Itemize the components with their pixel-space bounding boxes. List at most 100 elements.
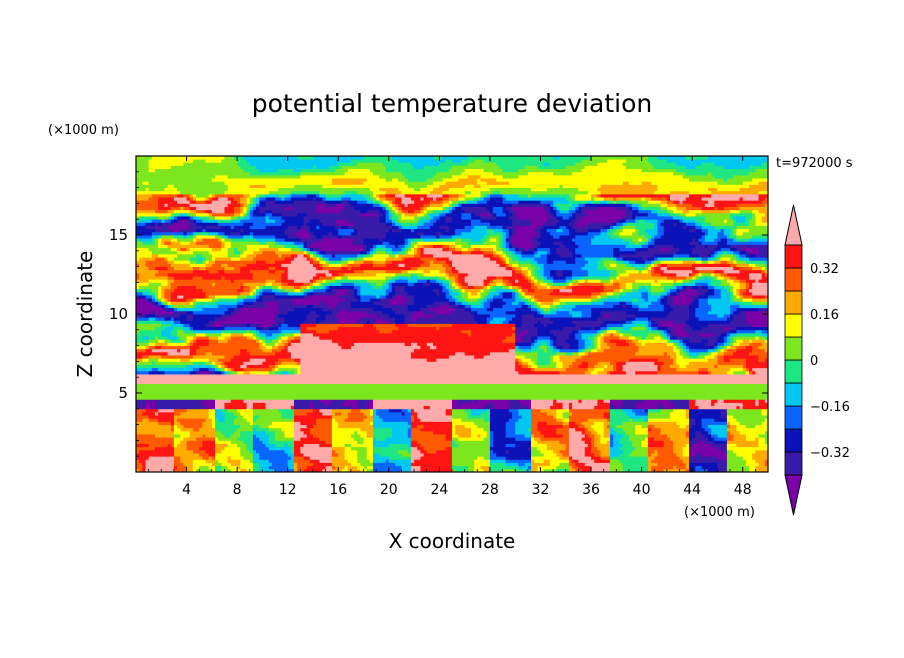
heatmap-cell [417, 431, 421, 435]
heatmap-cell [322, 456, 326, 460]
heatmap-cell [158, 447, 162, 451]
heatmap-cell [313, 434, 317, 438]
heatmap-cell [161, 456, 165, 460]
heatmap-cell [680, 450, 684, 454]
heatmap-cell [303, 463, 307, 467]
heatmap-cell [272, 440, 276, 444]
heatmap-cell [740, 459, 744, 463]
heatmap-cell [174, 437, 178, 441]
heatmap-cell [512, 456, 516, 460]
heatmap-cell [762, 453, 766, 457]
heatmap-cell [743, 459, 747, 463]
heatmap-cell [313, 453, 317, 457]
heatmap-cell [601, 459, 605, 463]
heatmap-cell [578, 459, 582, 463]
heatmap-cell [269, 463, 273, 467]
heatmap-cell [661, 440, 665, 444]
heatmap-cell [338, 447, 342, 451]
heatmap-cell [335, 437, 339, 441]
heatmap-cell [490, 459, 494, 463]
heatmap-cell [354, 440, 358, 444]
heatmap-cell [487, 447, 491, 451]
heatmap-cell [269, 450, 273, 454]
heatmap-cell [234, 456, 238, 460]
heatmap-cell [341, 444, 345, 448]
heatmap-cell [544, 437, 548, 441]
heatmap-cell [708, 434, 712, 438]
heatmap-cell [452, 463, 456, 467]
heatmap-cell [531, 463, 535, 467]
heatmap-cell [158, 450, 162, 454]
heatmap-cell [680, 459, 684, 463]
heatmap-cell [455, 447, 459, 451]
heatmap-cell [275, 463, 279, 467]
heatmap-cell [604, 450, 608, 454]
heatmap-cell [332, 453, 336, 457]
heatmap-cell [417, 459, 421, 463]
heatmap-cell [755, 463, 759, 467]
heatmap-cell [616, 453, 620, 457]
heatmap-cell [297, 456, 301, 460]
heatmap-cell [139, 434, 143, 438]
heatmap-cell [155, 453, 159, 457]
heatmap-cell [386, 431, 390, 435]
heatmap-cell [253, 434, 257, 438]
heatmap-cell [683, 453, 687, 457]
heatmap-cell [607, 453, 611, 457]
heatmap-cell [294, 447, 298, 451]
heatmap-cell [240, 431, 244, 435]
heatmap-cell [651, 434, 655, 438]
heatmap-cell [733, 434, 737, 438]
heatmap-cell [740, 440, 744, 444]
heatmap-cell [281, 466, 285, 470]
heatmap-cell [357, 437, 361, 441]
heatmap-cell [281, 444, 285, 448]
heatmap-cell [379, 444, 383, 448]
heatmap-cell [515, 434, 519, 438]
heatmap-cell [247, 440, 251, 444]
heatmap-cell [313, 431, 317, 435]
heatmap-cell [474, 453, 478, 457]
heatmap-cell [629, 459, 633, 463]
heatmap-cell [190, 450, 194, 454]
heatmap-cell [171, 431, 175, 435]
heatmap-cell [755, 437, 759, 441]
heatmap-cell [736, 453, 740, 457]
heatmap-cell [250, 440, 254, 444]
heatmap-cell [297, 466, 301, 470]
heatmap-cell [180, 440, 184, 444]
heatmap-cell [657, 459, 661, 463]
heatmap-cell [218, 466, 222, 470]
heatmap-cell [212, 453, 216, 457]
heatmap-cell [676, 466, 680, 470]
heatmap-cell [626, 437, 630, 441]
heatmap-cell [657, 437, 661, 441]
heatmap-cell [209, 437, 213, 441]
heatmap-cell [525, 456, 529, 460]
heatmap-cell [297, 463, 301, 467]
heatmap-cell [695, 437, 699, 441]
heatmap-cell [174, 444, 178, 448]
heatmap-cell [164, 431, 168, 435]
heatmap-cell [199, 459, 203, 463]
heatmap-cell [499, 437, 503, 441]
heatmap-cell [224, 437, 228, 441]
heatmap-cell [455, 431, 459, 435]
heatmap-cell [430, 456, 434, 460]
heatmap-cell [373, 444, 377, 448]
heatmap-cell [354, 453, 358, 457]
heatmap-cell [553, 459, 557, 463]
heatmap-cell [607, 450, 611, 454]
heatmap-cell [266, 437, 270, 441]
heatmap-cell [474, 447, 478, 451]
heatmap-cell [733, 466, 737, 470]
heatmap-cell [477, 456, 481, 460]
heatmap-cell [698, 440, 702, 444]
heatmap-cell [313, 437, 317, 441]
heatmap-cell [559, 437, 563, 441]
heatmap-cell [591, 447, 595, 451]
heatmap-cell [465, 450, 469, 454]
heatmap-cell [142, 466, 146, 470]
heatmap-cell [161, 444, 165, 448]
heatmap-cell [528, 459, 532, 463]
